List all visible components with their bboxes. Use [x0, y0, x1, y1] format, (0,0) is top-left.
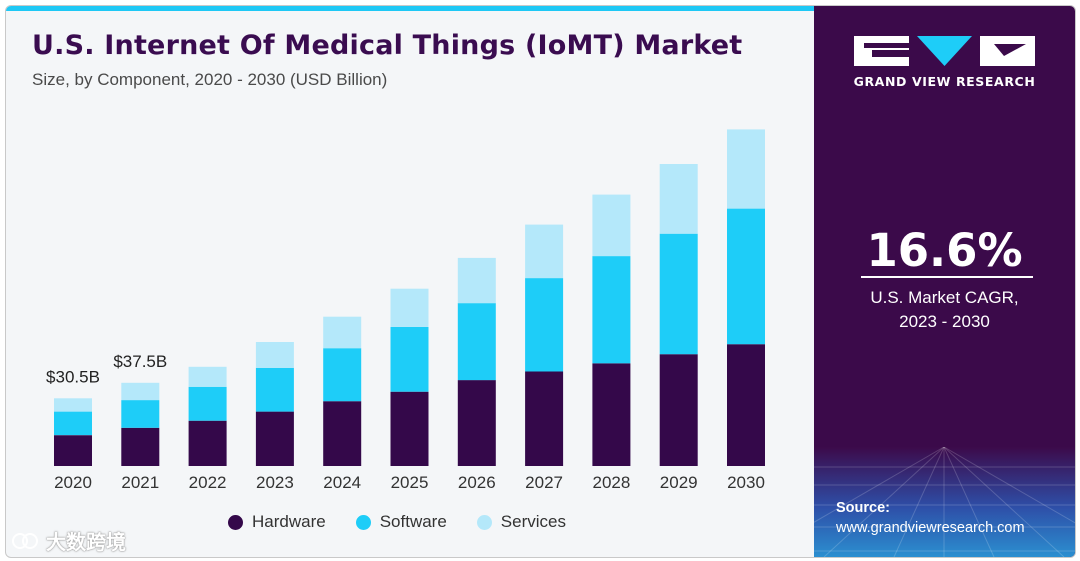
bar-software-2030	[727, 208, 765, 345]
watermark-logo-icon	[12, 532, 38, 549]
bar-hardware-2020	[54, 435, 92, 466]
legend-swatch-services	[476, 514, 492, 530]
accent-top-bar	[6, 6, 816, 11]
bar-hardware-2022	[188, 420, 227, 466]
bar-software-2027	[525, 278, 564, 372]
watermark-text: 大数跨境	[46, 532, 126, 554]
chart-title: U.S. Internet Of Medical Things (IoMT) M…	[32, 30, 743, 61]
x-tick-label-2024: 2024	[323, 473, 361, 492]
legend-swatch-software	[355, 514, 371, 530]
x-tick-label-2026: 2026	[458, 473, 496, 492]
brand-name: GRAND VIEW RESEARCH	[853, 74, 1036, 89]
bar-services-2029	[659, 164, 698, 234]
x-tick-label-2030: 2030	[727, 473, 765, 492]
bar-services-2022	[188, 366, 227, 387]
cagr-value: 16.6%	[866, 224, 1023, 277]
legend-label-hardware: Hardware	[252, 512, 326, 531]
bar-software-2028	[592, 256, 631, 364]
cagr-label-line1: U.S. Market CAGR,	[870, 288, 1019, 307]
x-tick-label-2022: 2022	[189, 473, 227, 492]
x-tick-label-2020: 2020	[54, 473, 92, 492]
chart-subtitle: Size, by Component, 2020 - 2030 (USD Bil…	[32, 70, 388, 89]
x-tick-label-2023: 2023	[256, 473, 294, 492]
legend-item-services: Services	[476, 512, 566, 532]
bar-services-2024	[323, 316, 362, 349]
bar-hardware-2023	[255, 411, 294, 466]
x-tick-label-2027: 2027	[525, 473, 563, 492]
bar-hardware-2026	[457, 380, 496, 466]
infographic-frame: U.S. Internet Of Medical Things (IoMT) M…	[5, 5, 1076, 558]
bar-software-2026	[457, 303, 496, 381]
x-tick-label-2025: 2025	[391, 473, 429, 492]
cagr-label: U.S. Market CAGR, 2023 - 2030	[814, 286, 1075, 334]
bar-software-2025	[390, 326, 429, 392]
chart-legend: Hardware Software Services	[228, 512, 566, 532]
bar-software-2024	[323, 348, 362, 402]
cagr-divider	[861, 276, 1033, 278]
bar-software-2022	[188, 386, 227, 421]
bar-services-2030	[727, 129, 765, 209]
bar-hardware-2030	[727, 344, 765, 466]
bar-services-2027	[525, 224, 564, 279]
perspective-grid-decoration	[814, 446, 1075, 557]
data-label-2020: $30.5B	[46, 367, 100, 386]
bar-services-2020	[54, 398, 92, 412]
watermark: 大数跨境	[12, 526, 126, 555]
legend-label-software: Software	[379, 512, 447, 531]
source-url: www.grandviewresearch.com	[836, 520, 1025, 536]
x-tick-label-2021: 2021	[121, 473, 159, 492]
bar-hardware-2021	[121, 427, 160, 466]
legend-swatch-hardware	[228, 514, 243, 530]
gvr-logo-icon	[854, 36, 1035, 66]
legend-item-software: Software	[355, 512, 447, 532]
bar-software-2029	[659, 233, 698, 355]
source-block: Source: www.grandviewresearch.com	[836, 498, 1025, 538]
bar-hardware-2027	[525, 371, 564, 466]
bar-services-2023	[255, 342, 294, 368]
bar-services-2025	[390, 288, 429, 327]
x-tick-label-2029: 2029	[660, 473, 698, 492]
source-label: Source:	[836, 500, 890, 516]
legend-item-hardware: Hardware	[228, 512, 326, 532]
bar-services-2021	[121, 382, 160, 401]
x-tick-label-2028: 2028	[592, 473, 630, 492]
sidebar-gradient-footer	[814, 446, 1075, 557]
bar-software-2021	[121, 400, 160, 428]
bar-hardware-2029	[659, 354, 698, 466]
bar-services-2028	[592, 194, 631, 257]
data-label-2021: $37.5B	[113, 352, 167, 371]
bar-software-2020	[54, 411, 92, 436]
bar-hardware-2028	[592, 363, 631, 466]
legend-label-services: Services	[500, 512, 566, 531]
cagr-label-line2: 2023 - 2030	[899, 312, 990, 331]
bar-services-2026	[457, 257, 496, 304]
bar-hardware-2025	[390, 391, 429, 466]
bar-hardware-2024	[323, 401, 362, 466]
sidebar-panel: GRAND VIEW RESEARCH 16.6% U.S. Market CA…	[814, 6, 1075, 557]
bar-software-2023	[255, 367, 294, 412]
stacked-bar-chart: 2020 $30.5B 2021 $37.5B 2022 2023 2024 2025 2026…	[46, 129, 765, 492]
